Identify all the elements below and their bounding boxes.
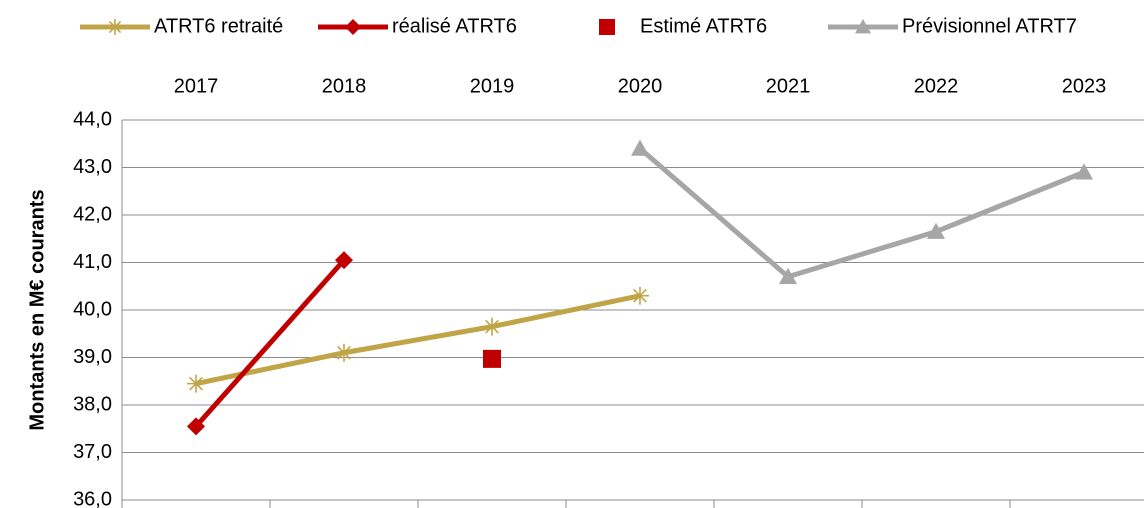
- y-tick-label: 44,0: [73, 108, 112, 130]
- x-tick-label: 2020: [618, 75, 663, 97]
- marker: [483, 349, 501, 368]
- y-tick-label: 37,0: [73, 441, 112, 463]
- marker: [345, 19, 361, 35]
- legend-label: ATRT6 retraité: [154, 15, 283, 37]
- series-line: [194, 258, 346, 429]
- series-line: [638, 146, 1085, 280]
- marker: [779, 267, 797, 284]
- x-tick-label: 2017: [174, 75, 219, 97]
- y-tick-label: 38,0: [73, 393, 112, 415]
- x-tick-label: 2022: [914, 75, 959, 97]
- marker: [107, 19, 123, 35]
- y-tick-label: 39,0: [73, 346, 112, 368]
- marker: [1075, 163, 1093, 180]
- y-tick-label: 43,0: [73, 156, 112, 178]
- x-tick-label: 2023: [1062, 75, 1107, 97]
- marker: [187, 374, 205, 393]
- x-tick-label: 2021: [766, 75, 811, 97]
- marker: [855, 19, 871, 34]
- marker: [187, 417, 205, 436]
- x-tick-label: 2018: [322, 75, 367, 97]
- y-tick-label: 36,0: [73, 488, 112, 508]
- y-tick-label: 40,0: [73, 298, 112, 320]
- marker: [631, 286, 649, 305]
- y-axis-label: Montants en M€ courants: [26, 189, 48, 430]
- y-tick-label: 41,0: [73, 251, 112, 273]
- legend-label: Estimé ATRT6: [640, 15, 767, 37]
- legend-label: réalisé ATRT6: [392, 15, 517, 37]
- y-tick-label: 42,0: [73, 203, 112, 225]
- legend-label: Prévisionnel ATRT7: [902, 15, 1077, 37]
- marker: [599, 19, 615, 35]
- series-line: [195, 293, 641, 387]
- marker: [927, 222, 945, 239]
- marker: [483, 317, 501, 336]
- x-tick-label: 2019: [470, 75, 515, 97]
- marker: [335, 343, 353, 362]
- marker: [335, 251, 353, 270]
- marker: [631, 139, 649, 156]
